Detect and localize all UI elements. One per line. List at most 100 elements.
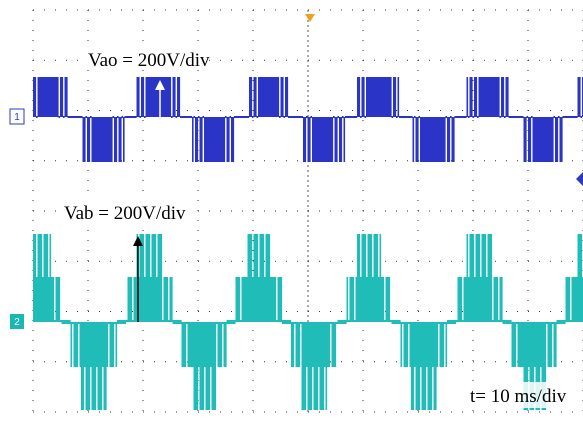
vab-pwm — [284, 320, 286, 324]
vao-pwm — [167, 77, 169, 117]
vao-zero — [353, 116, 355, 118]
vab-pwm — [164, 277, 166, 322]
vao-pwm — [165, 77, 167, 117]
vab-pwm — [81, 322, 83, 410]
vao-pwm — [495, 77, 497, 117]
vao-pwm — [138, 77, 140, 117]
vab-pwm — [80, 322, 82, 367]
vab-pwm — [329, 322, 331, 367]
vao-zero — [129, 116, 131, 118]
vao-pwm — [84, 117, 86, 162]
vao-pwm — [92, 117, 94, 162]
vab-pwm — [200, 322, 202, 410]
vab-pwm — [348, 320, 350, 322]
vao-pwm — [303, 117, 305, 162]
vab-pwm — [549, 322, 551, 367]
vab-pwm — [183, 322, 185, 367]
vao-zero — [246, 116, 248, 118]
vao-pwm — [204, 117, 206, 162]
vao-zero — [306, 116, 308, 118]
vab-pwm — [279, 277, 281, 322]
vao-zero — [581, 116, 583, 118]
vab-pwm — [210, 322, 212, 367]
vao-zero — [473, 116, 475, 118]
vao-pwm — [528, 117, 530, 162]
vab-pwm — [491, 234, 493, 322]
vab-pwm — [162, 320, 164, 322]
vab-pwm — [90, 322, 92, 367]
vao-pwm — [536, 117, 538, 162]
vao-pwm — [482, 77, 484, 117]
vab-pwm — [479, 234, 481, 322]
vao-pwm — [330, 117, 332, 162]
vab-pwm — [423, 322, 425, 410]
vao-zero — [515, 116, 517, 118]
vab-pwm — [176, 320, 178, 324]
vab-pwm — [411, 322, 413, 410]
vab-pwm — [150, 277, 152, 322]
vao-zero — [299, 116, 301, 118]
vab-pwm — [92, 322, 94, 410]
vab-pwm — [359, 234, 361, 322]
vao-pwm — [435, 117, 437, 162]
vab-pwm — [540, 322, 542, 367]
vao-pwm — [557, 117, 559, 162]
vab-pwm — [117, 320, 119, 324]
vab-pwm — [212, 322, 214, 410]
vab-pwm — [510, 320, 512, 324]
vao-pwm — [437, 117, 439, 162]
vao-pwm — [492, 77, 494, 117]
vab-pwm — [519, 322, 521, 367]
vao-pwm — [267, 77, 269, 117]
vab-pwm — [198, 322, 200, 367]
vao-pwm — [578, 77, 580, 117]
vab-pwm — [398, 320, 400, 324]
vao-pwm — [249, 77, 251, 117]
vao-zero — [360, 116, 362, 118]
vao-pwm — [57, 77, 59, 117]
vab-pwm — [437, 322, 439, 367]
vab-pwm — [422, 322, 424, 410]
vab-pwm — [59, 277, 61, 322]
vao-pwm — [120, 117, 122, 162]
vab-pwm — [473, 234, 475, 322]
vao-zero — [573, 116, 575, 118]
vab-pwm — [101, 322, 103, 410]
vab-pwm — [194, 322, 196, 410]
vab-pwm — [462, 320, 464, 322]
vab-pwm — [114, 322, 116, 324]
vao-pwm — [276, 77, 278, 117]
vab-pwm — [113, 322, 115, 367]
vab-pwm — [167, 277, 169, 322]
vab-pwm — [56, 277, 58, 322]
vao-zero — [291, 116, 293, 118]
vab-pwm — [441, 322, 443, 367]
vao-pwm — [555, 117, 557, 162]
vab-pwm — [407, 322, 409, 367]
vao-pwm — [447, 117, 449, 162]
vao-pwm — [101, 117, 103, 162]
vao-pwm — [537, 117, 539, 162]
vab-pwm — [177, 320, 179, 324]
vao-pwm — [177, 77, 179, 117]
vao-zero — [128, 116, 130, 118]
vab-pwm — [197, 322, 199, 410]
vab-pwm — [464, 277, 466, 322]
vao-pwm — [434, 117, 436, 162]
vao-zero — [558, 116, 560, 118]
vao-pwm — [428, 117, 430, 162]
vab-pwm — [452, 320, 454, 324]
vao-pwm — [263, 77, 265, 117]
vab-pwm — [263, 234, 265, 322]
vab-pwm — [264, 277, 266, 322]
vab-pwm — [432, 322, 434, 367]
vao-zero — [297, 116, 299, 118]
vab-pwm — [365, 234, 367, 322]
vao-pwm — [380, 77, 382, 117]
vao-zero — [356, 116, 358, 118]
vab-pwm — [438, 322, 440, 324]
vao-pwm — [89, 117, 91, 162]
vao-pwm — [170, 77, 172, 117]
vab-pwm — [122, 320, 124, 324]
vab-pwm — [408, 322, 410, 324]
